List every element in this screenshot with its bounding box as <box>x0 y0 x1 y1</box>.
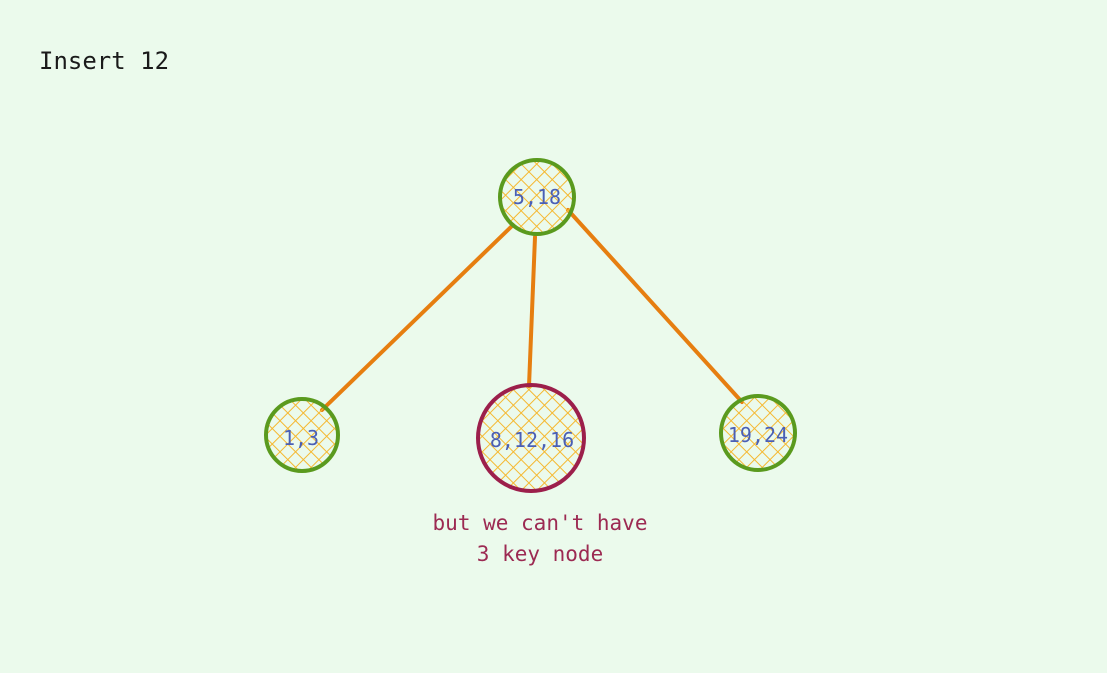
edge-root-middle <box>527 235 537 388</box>
edge-root-right <box>566 208 744 404</box>
node-left: 1,3 <box>264 397 340 473</box>
node-right: 19,24 <box>719 394 797 472</box>
node-middle-overflow: 8,12,16 <box>476 383 586 493</box>
diagram-title: Insert 12 <box>39 47 170 75</box>
edge-root-left <box>320 223 515 412</box>
overflow-note-line-1: but we can't have <box>432 511 648 535</box>
node-right-label: 19,24 <box>728 423 788 447</box>
node-root-label: 5,18 <box>513 185 561 209</box>
overflow-note-line-2: 3 key node <box>476 542 604 566</box>
node-root: 5,18 <box>498 158 576 236</box>
node-left-label: 1,3 <box>283 426 319 450</box>
overflow-note: but we can't have 3 key node <box>380 508 700 570</box>
node-middle-label: 8,12,16 <box>490 428 574 452</box>
